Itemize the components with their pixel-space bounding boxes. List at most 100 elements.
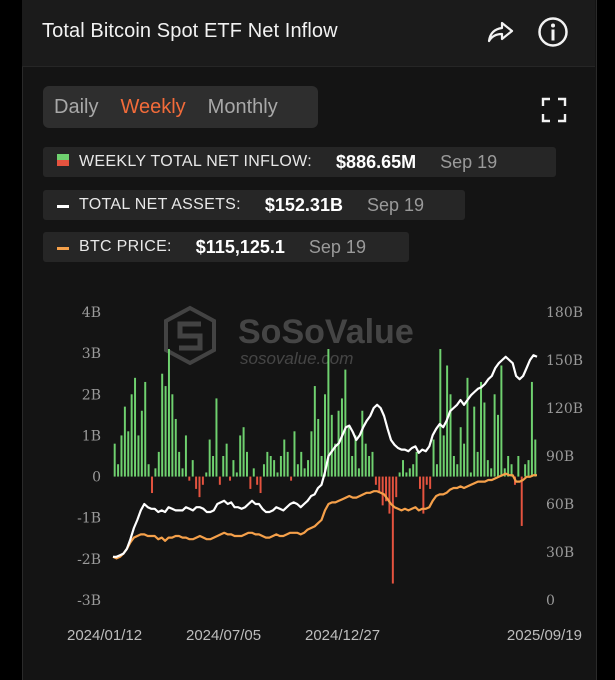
inflow-bar (246, 451, 248, 477)
inflow-bar (113, 443, 116, 477)
inflow-bar (429, 476, 432, 489)
stat-value: $115,125.1 (195, 236, 285, 257)
inflow-bar (191, 460, 194, 477)
y-left-tick-label: 1B (82, 428, 101, 444)
inflow-bar (473, 406, 476, 477)
inflow-bar (456, 464, 459, 477)
widget-header: Total Bitcoin Spot ETF Net Inflow (22, 0, 595, 67)
y-left-tick-label: 4B (82, 305, 101, 321)
tab-monthly[interactable]: Monthly (207, 95, 278, 118)
y-left-tick-label: -1B (77, 511, 101, 527)
inflow-bar (483, 402, 486, 477)
inflow-bar (361, 410, 364, 477)
inflow-bar (212, 456, 215, 477)
inflow-bar (507, 456, 510, 477)
x-axis: 2024/01/12 2024/07/05 2024/12/27 2025/09/19 (67, 627, 582, 644)
inflow-bar (503, 468, 506, 477)
inflow-bar (402, 460, 404, 477)
inflow-bar (391, 476, 394, 584)
y-right-tick-label: 0 (546, 593, 555, 609)
y-right-tick-label: 90B (546, 449, 574, 465)
inflow-bar (208, 439, 211, 477)
period-tabs: Daily Weekly Monthly (43, 86, 318, 128)
stat-total-net-assets: TOTAL NET ASSETS: $152.31B Sep 19 (43, 190, 465, 220)
inflow-bar (252, 468, 255, 477)
inflow-bar (164, 386, 167, 477)
inflow-bar (330, 414, 333, 477)
inflow-bar (130, 394, 133, 477)
tab-daily[interactable]: Daily (54, 95, 99, 118)
inflow-bar (283, 439, 286, 477)
y-right-tick-label: 30B (546, 545, 574, 561)
inflow-bar (412, 464, 415, 477)
y-axis-left: 4B 3B 2B 1B 0 -1B -2B -3B (77, 305, 101, 609)
stat-btc-price: BTC PRICE: $115,125.1 Sep 19 (43, 232, 409, 262)
inflow-bar (425, 476, 428, 485)
y-left-tick-label: 2B (82, 387, 101, 403)
inflow-bar (293, 431, 296, 477)
inflow-bar (486, 460, 489, 477)
inflow-bar (262, 464, 265, 477)
info-circle-icon[interactable] (535, 14, 571, 50)
inflow-bar (273, 460, 276, 477)
inflow-bar (378, 476, 381, 494)
inflow-bar (235, 472, 238, 477)
y-left-tick-label: 3B (82, 346, 101, 362)
y-right-tick-label: 150B (546, 353, 583, 369)
inflow-bar (303, 468, 306, 477)
inflow-bar (134, 377, 137, 477)
inflow-bar (242, 427, 245, 477)
inflow-bar (269, 456, 272, 477)
btc-price-line (112, 472, 537, 560)
inflow-bar (449, 394, 452, 477)
inflow-bar (534, 439, 537, 477)
stat-date: Sep 19 (308, 236, 366, 257)
inflow-bar (249, 476, 252, 489)
inflow-bar (435, 464, 438, 477)
inflow-bar (123, 406, 126, 477)
sosovalue-logo-icon (164, 305, 216, 366)
inflow-bar (368, 456, 371, 477)
x-tick-label: 2025/09/19 (507, 627, 582, 644)
inflow-bar (493, 394, 496, 477)
watermark-url: sosovalue.com (240, 349, 353, 368)
orange-dash-icon (57, 238, 69, 256)
stat-date: Sep 19 (366, 194, 425, 215)
inflow-bar (154, 468, 157, 477)
stat-value: $886.65M (336, 151, 417, 172)
inflow-bar (147, 464, 150, 477)
inflow-bar (188, 476, 191, 481)
inflow-bar (347, 427, 350, 477)
inflow-bar (405, 472, 408, 477)
inflow-bar (232, 460, 235, 477)
inflow-bar (225, 443, 228, 477)
x-tick-label: 2024/01/12 (67, 627, 142, 644)
inflow-bar (307, 460, 310, 477)
inflow-bar (279, 456, 282, 477)
white-dash-icon (57, 196, 69, 214)
fullscreen-icon[interactable] (536, 92, 572, 128)
inflow-bar (439, 349, 442, 477)
inflow-bar (432, 439, 435, 477)
inflow-bar (395, 476, 398, 498)
inflow-bar (174, 418, 177, 477)
inflow-bar (313, 386, 316, 477)
inflow-bar (463, 443, 466, 477)
y-right-tick-label: 120B (546, 401, 583, 417)
inflow-bar (351, 456, 354, 477)
tab-weekly[interactable]: Weekly (120, 95, 186, 118)
inflow-bar (310, 431, 313, 477)
inflow-bar (184, 435, 187, 477)
inflow-bar (229, 476, 232, 481)
inflow-bar (205, 472, 208, 477)
inflow-bar (167, 349, 170, 477)
inflow-bar (385, 476, 388, 502)
inflow-bar (317, 418, 320, 477)
inflow-bar (151, 476, 153, 494)
x-tick-label: 2024/07/05 (186, 627, 261, 644)
inflow-bar (371, 451, 374, 477)
share-arrow-icon[interactable] (482, 14, 518, 50)
inflow-bar (117, 464, 120, 477)
x-tick-label: 2024/12/27 (305, 627, 380, 644)
